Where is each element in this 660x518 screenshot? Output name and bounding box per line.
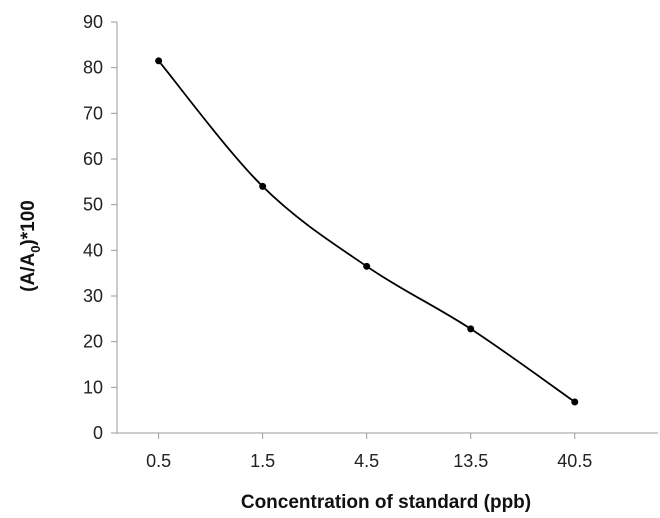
y-tick-label: 20	[83, 332, 103, 352]
y-tick-label: 60	[83, 149, 103, 169]
x-tick-label: 4.5	[354, 451, 379, 471]
x-axis-title: Concentration of standard (ppb)	[241, 492, 531, 513]
data-point	[259, 182, 267, 190]
data-point	[571, 398, 579, 406]
y-axis: 0 10 20 30 40 50 60 70 80 90	[83, 12, 118, 443]
y-axis-title: (A/A0)*100	[18, 200, 43, 292]
y-tick-label: 0	[93, 423, 103, 443]
x-tick-label: 0.5	[146, 451, 171, 471]
data-point	[155, 57, 163, 65]
data-points	[155, 57, 579, 406]
y-tick-label: 70	[83, 103, 103, 123]
x-tick-label: 13.5	[453, 451, 488, 471]
x-tick-label: 40.5	[557, 451, 592, 471]
y-tick-label: 80	[83, 58, 103, 78]
y-tick-label: 40	[83, 240, 103, 260]
y-tick-label: 90	[83, 12, 103, 32]
y-tick-label: 30	[83, 286, 103, 306]
data-point	[363, 262, 371, 270]
x-axis: 0.5 1.5 4.5 13.5 40.5	[117, 432, 658, 471]
y-tick-label: 10	[83, 377, 103, 397]
data-point	[467, 325, 475, 333]
series-line	[157, 60, 576, 403]
y-tick-label: 50	[83, 195, 103, 215]
x-tick-label: 1.5	[250, 451, 275, 471]
